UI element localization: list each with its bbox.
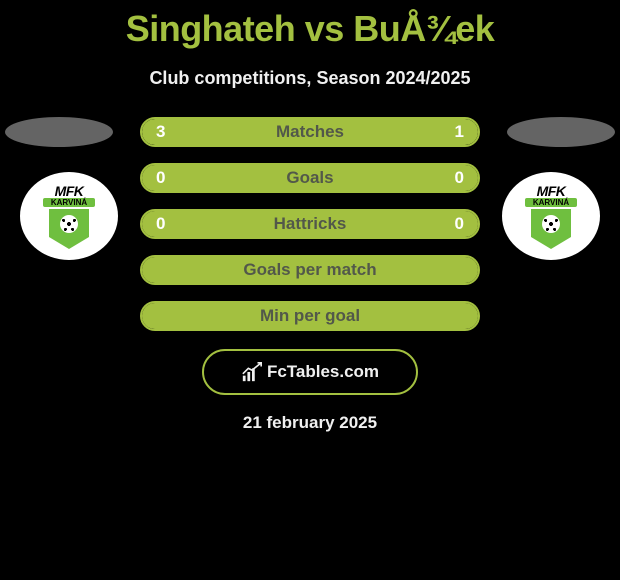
stat-label: Min per goal [142,306,478,326]
club-badge-circle: MFK KARVINÁ [502,172,600,260]
stat-row: Min per goal [140,301,480,331]
club-shield-icon [531,209,571,249]
stat-label: Goals per match [142,260,478,280]
player-right-placeholder [507,117,615,147]
stat-value-left: 0 [156,214,165,234]
club-name-bottom: KARVINÁ [525,198,577,207]
brand-text: FcTables.com [267,362,379,382]
page-title: Singhateh vs BuÅ¾ek [0,0,620,50]
stat-row: Goals per match [140,255,480,285]
club-shield-icon [49,209,89,249]
soccer-ball-icon [60,215,78,233]
stat-row: Goals0 0 [140,163,480,193]
chart-up-icon [241,361,263,383]
stat-value-right: 0 [455,214,464,234]
date-label: 21 february 2025 [0,413,620,433]
club-badge-left: MFK KARVINÁ [20,172,118,260]
stat-row: Hattricks0 0 [140,209,480,239]
stat-row: Matches3 1 [140,117,480,147]
stat-label: Hattricks [142,214,478,234]
stat-value-right: 1 [455,122,464,142]
stat-label: Goals [142,168,478,188]
stats-list: Matches31Goals00Hattricks00Goals per mat… [140,117,480,331]
brand-badge[interactable]: FcTables.com [202,349,418,395]
stat-value-left: 0 [156,168,165,188]
stat-value-left: 3 [156,122,165,142]
club-name-top: MFK [537,183,566,199]
club-badge-circle: MFK KARVINÁ [20,172,118,260]
club-name-bottom: KARVINÁ [43,198,95,207]
subtitle: Club competitions, Season 2024/2025 [0,68,620,89]
club-badge-right: MFK KARVINÁ [502,172,600,260]
soccer-ball-icon [542,215,560,233]
comparison-content: MFK KARVINÁ MFK KARVINÁ Matches31Goals00… [0,117,620,331]
player-left-placeholder [5,117,113,147]
club-name-top: MFK [55,183,84,199]
stat-value-right: 0 [455,168,464,188]
stat-label: Matches [142,122,478,142]
